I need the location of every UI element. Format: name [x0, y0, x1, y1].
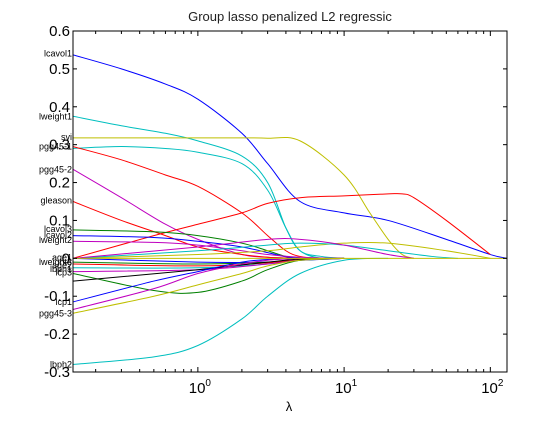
y-tick-label: 0: [62, 250, 70, 267]
series-label-lbph2: lbph2: [50, 359, 72, 369]
x-axis-label: λ: [286, 399, 293, 414]
y-tick-label: 0.4: [49, 99, 70, 116]
series-label-lweight1: lweight1: [39, 111, 72, 121]
series-label-lcavol3: lcavol3: [44, 224, 72, 234]
x-axis: 100 101 102: [95, 31, 504, 397]
series-line-pgg45-1: [73, 146, 345, 260]
series-label-lweight2: lweight2: [39, 235, 72, 245]
series-label-lbph1: lbph1: [50, 264, 72, 274]
series-label-lweight3: lweight3: [39, 257, 72, 267]
series-line-lbph2: [73, 257, 389, 365]
series-label-gleason: gleason: [40, 196, 72, 206]
series-layer: [73, 54, 507, 365]
chart-title: Group lasso penalized L2 regressic: [188, 9, 392, 24]
y-tick-label: 0.3: [49, 137, 70, 154]
series-line-svi2: [73, 238, 414, 259]
y-tick-label: 0.1: [49, 212, 70, 229]
y-tick-label: -0.1: [44, 288, 70, 305]
series-line-lcp-low: [73, 257, 301, 310]
series-label-age2: age2: [52, 261, 72, 271]
series-label-age1: age1: [52, 253, 72, 263]
series-label-lcp1: lcp1: [55, 297, 72, 307]
y-tick-label: 0.6: [49, 23, 70, 40]
x-tick-base: 10: [189, 380, 206, 397]
y-tick-label: -0.2: [44, 326, 70, 343]
x-tick-label: 100: [189, 378, 212, 397]
plot-area-frame: [72, 30, 508, 373]
x-tick-label: 102: [481, 378, 504, 397]
series-line-lweight2: [73, 240, 345, 259]
y-tick-label: 0.5: [49, 61, 70, 78]
x-tick-base: 10: [481, 380, 498, 397]
x-tick-exponent: 0: [205, 378, 211, 389]
series-label-pgg45-1: pgg45-1: [39, 142, 72, 152]
series-line-lbph-up: [73, 193, 491, 259]
series-label-svi: svi: [61, 132, 72, 142]
series-line-lcavol1: [73, 54, 507, 259]
series-line-lcp1: [73, 257, 301, 303]
series-line-lcp-mid: [73, 242, 458, 259]
series-line-lweight1: [73, 115, 345, 259]
x-tick-exponent: 2: [498, 378, 504, 389]
series-label-lcavol2: lcavol2: [44, 230, 72, 240]
y-axis: -0.3 -0.2 -0.1 0 0.1 0.2 0.3 0.4 0.5 0.6: [44, 23, 507, 381]
series-label-lcavol1: lcavol1: [44, 49, 72, 59]
x-tick-base: 10: [335, 380, 352, 397]
x-tick-label: 101: [335, 378, 358, 397]
x-tick-exponent: 1: [352, 378, 358, 389]
series-line-age-up: [73, 241, 491, 259]
series-line-svi: [73, 136, 415, 259]
series-label-pgg45-3: pgg45-3: [39, 308, 72, 318]
series-label-lcp3: lcp3: [55, 268, 72, 278]
series-label-pgg45-2: pgg45-2: [39, 164, 72, 174]
y-tick-label: -0.3: [44, 364, 70, 381]
series-line-pgg45-3: [73, 257, 345, 314]
y-tick-label: 0.2: [49, 175, 70, 192]
